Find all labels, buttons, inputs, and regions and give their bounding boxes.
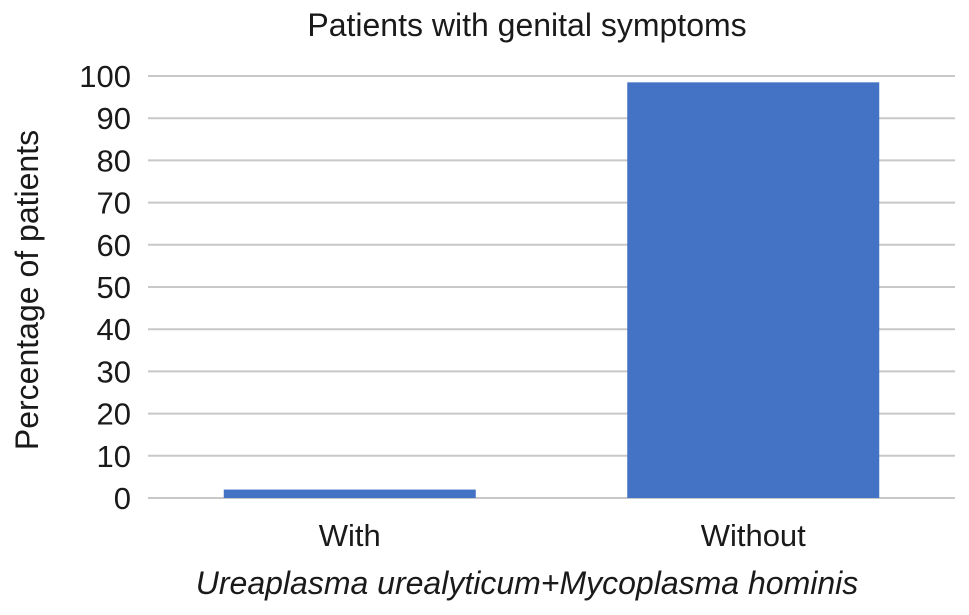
y-tick-label: 50 <box>97 270 131 305</box>
bar-with <box>223 489 476 498</box>
x-tick-label: With <box>319 518 381 553</box>
y-tick-label: 90 <box>97 101 131 136</box>
x-axis-ticks: With Without <box>319 518 806 553</box>
chart-title: Patients with genital symptoms <box>307 7 746 43</box>
y-axis-title: Percentage of patients <box>9 130 45 450</box>
y-tick-label: 20 <box>97 397 131 432</box>
y-tick-label: 70 <box>97 186 131 221</box>
y-tick-label: 60 <box>97 228 131 263</box>
y-tick-label: 40 <box>97 312 131 347</box>
y-axis-ticks: 0 10 20 30 40 50 60 70 80 90 100 <box>79 59 131 516</box>
y-tick-label: 100 <box>79 59 131 94</box>
x-tick-label: Without <box>701 518 806 553</box>
bars <box>223 82 880 498</box>
y-tick-label: 0 <box>114 481 131 516</box>
bar-without <box>627 82 880 498</box>
y-tick-label: 30 <box>97 354 131 389</box>
y-tick-label: 80 <box>97 143 131 178</box>
y-tick-label: 10 <box>97 439 131 474</box>
x-axis-title: Ureaplasma urealyticum+Mycoplasma homini… <box>196 565 858 601</box>
